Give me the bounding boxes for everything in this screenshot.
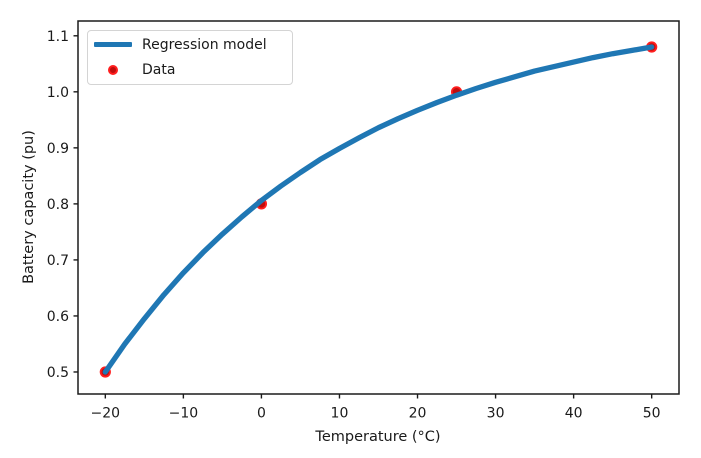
x-tick-label: 20	[409, 406, 427, 422]
plot-frame	[77, 20, 680, 395]
y-tick-label: 1.1	[47, 29, 69, 45]
x-tick-label: 40	[565, 406, 583, 422]
legend-label-data: Data	[142, 62, 176, 79]
legend: Regression model Data	[87, 30, 293, 85]
y-tick-label: 0.9	[47, 141, 69, 157]
legend-marker-swatch-icon	[107, 64, 119, 76]
x-tick-label: 30	[487, 406, 505, 422]
legend-label-regression-model: Regression model	[142, 36, 267, 53]
x-tick-label: −20	[91, 406, 121, 422]
y-tick-label: 0.6	[47, 309, 69, 325]
regression-line	[102, 44, 655, 375]
y-tick-label: 1.0	[47, 85, 69, 101]
legend-swatch-box	[94, 64, 132, 76]
x-axis-label: Temperature (°C)	[315, 429, 441, 445]
y-tick-label: 0.8	[47, 197, 69, 213]
legend-swatch-box	[94, 42, 132, 48]
legend-entry-data: Data	[88, 58, 292, 83]
y-tick-label: 0.7	[47, 253, 69, 269]
x-tick-label: −10	[169, 406, 199, 422]
x-tick-label: 0	[257, 406, 266, 422]
legend-line-swatch-icon	[94, 42, 132, 48]
y-tick-label: 0.5	[47, 365, 69, 381]
legend-entry-regression-model: Regression model	[88, 32, 292, 57]
x-tick-label: 10	[331, 406, 349, 422]
y-axis-label: Battery capacity (pu)	[21, 130, 37, 284]
x-tick-label: 50	[643, 406, 661, 422]
